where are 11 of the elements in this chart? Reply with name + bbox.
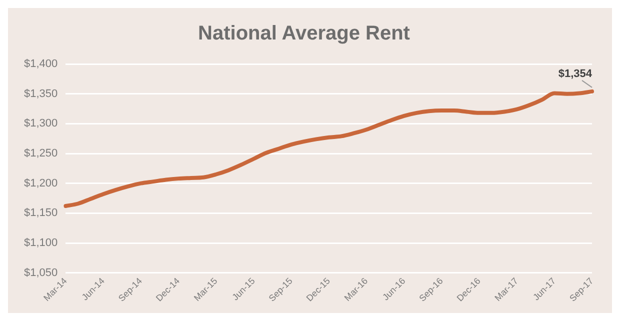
y-tick-label: $1,150 <box>24 207 58 220</box>
y-tick-label: $1,250 <box>24 148 58 160</box>
y-tick-label: $1,400 <box>24 58 58 70</box>
y-tick-label: $1,350 <box>24 88 58 100</box>
line-series <box>64 89 594 208</box>
y-tick-label: $1,300 <box>24 118 58 130</box>
y-tick-label: $1,200 <box>24 177 58 190</box>
chart-title: National Average Rent <box>198 22 410 45</box>
annotation: $1,354 <box>558 68 593 80</box>
y-tick-label: $1,100 <box>24 237 58 250</box>
y-tick-label: $1,050 <box>24 266 58 279</box>
